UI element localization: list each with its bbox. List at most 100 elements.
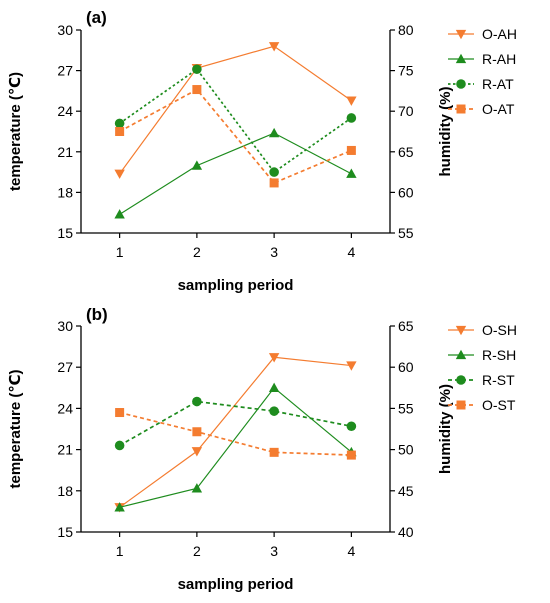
x-tick-label: 1	[116, 543, 124, 559]
legend-item-r-ah: R-AH	[448, 51, 516, 67]
right-y-tick-label: 60	[398, 359, 414, 375]
legend-label: O-AT	[482, 101, 515, 117]
panel-label: (b)	[86, 305, 108, 324]
left-y-tick-label: 18	[57, 184, 73, 200]
data-point-o-st	[346, 450, 356, 460]
legend-marker	[455, 53, 467, 64]
series-line-r-ah	[119, 132, 352, 215]
left-y-tick-label: 21	[57, 144, 73, 160]
left-y-tick-label: 15	[57, 225, 73, 241]
right-y-tick-label: 50	[398, 442, 414, 458]
legend-item-o-ah: O-AH	[448, 26, 517, 42]
data-point-o-at	[269, 178, 279, 188]
data-point-o-ah	[268, 42, 280, 52]
left-y-tick-label: 27	[57, 359, 73, 375]
series-r-st	[114, 396, 357, 451]
x-tick-label: 2	[193, 244, 201, 260]
series-r-sh	[114, 382, 357, 512]
x-tick-label: 3	[270, 244, 278, 260]
data-point-r-sh	[114, 502, 125, 512]
legend-item-o-sh: O-SH	[448, 322, 517, 338]
legend-marker	[456, 79, 466, 89]
x-tick-label: 4	[347, 543, 355, 559]
legend-marker	[455, 29, 467, 40]
legend-marker	[456, 104, 466, 114]
legend-item-r-at: R-AT	[448, 76, 514, 92]
right-y-axis-title: humidity (%)	[437, 87, 454, 177]
right-y-tick-label: 40	[398, 524, 414, 540]
right-y-tick-label: 75	[398, 63, 414, 79]
right-y-tick-label: 80	[398, 22, 414, 38]
right-y-tick-label: 65	[398, 318, 414, 334]
data-point-r-st	[192, 396, 202, 407]
legend-label: R-SH	[482, 347, 516, 363]
legend-item-r-sh: R-SH	[448, 347, 516, 363]
legend-label: R-AT	[482, 76, 514, 92]
data-point-o-sh	[268, 353, 280, 363]
right-y-tick-label: 65	[398, 144, 414, 160]
series-o-at	[115, 85, 356, 188]
series-line-r-st	[119, 400, 352, 447]
chart-panel-a: 15 18 21 24 27 30 55 60 65 70 75 80 1 2 3 4 sampling per…	[7, 8, 517, 294]
data-point-o-st	[269, 447, 279, 457]
left-y-tick-label: 21	[57, 442, 73, 458]
legend-label: O-SH	[482, 322, 517, 338]
left-y-tick-label: 30	[57, 22, 73, 38]
data-point-o-at	[346, 145, 356, 155]
series-r-at	[114, 64, 357, 177]
data-point-r-ah	[114, 209, 125, 219]
legend-marker	[455, 325, 467, 336]
legend-item-o-st: O-ST	[448, 397, 516, 413]
right-y-axis-title: humidity (%)	[437, 384, 454, 474]
right-y-tick-label: 55	[398, 400, 414, 416]
left-y-axis-title: temperature (℃)	[7, 72, 24, 191]
series-o-sh	[114, 353, 357, 513]
data-point-o-sh	[346, 361, 357, 371]
x-tick-label: 2	[193, 543, 201, 559]
series-line-o-ah	[119, 45, 352, 175]
data-point-r-at	[269, 167, 279, 177]
x-tick-label: 3	[270, 543, 278, 559]
right-y-tick-label: 60	[398, 184, 414, 200]
data-point-r-ah	[268, 127, 280, 138]
data-point-r-at	[192, 64, 202, 75]
data-point-r-st	[269, 406, 279, 416]
x-tick-label: 1	[116, 244, 124, 260]
right-y-tick-label: 45	[398, 483, 414, 499]
data-point-r-sh	[191, 483, 203, 493]
data-point-r-ah	[191, 160, 203, 170]
data-point-o-ah	[346, 96, 357, 106]
legend-marker	[455, 349, 467, 360]
legend-label: O-ST	[482, 397, 516, 413]
legend-marker	[456, 400, 466, 410]
panel-label: (a)	[86, 8, 107, 27]
data-point-o-sh	[191, 447, 203, 457]
series-line-o-sh	[119, 356, 352, 508]
series-o-st	[115, 408, 356, 460]
right-y-tick-label: 55	[398, 225, 414, 241]
series-o-ah	[114, 42, 357, 179]
series-line-o-at	[119, 88, 352, 184]
series-line-o-st	[119, 411, 352, 456]
data-point-r-sh	[268, 382, 280, 392]
legend-label: O-AH	[482, 26, 517, 42]
x-axis-title: sampling period	[178, 277, 294, 294]
data-point-r-at	[346, 113, 357, 123]
left-y-tick-label: 30	[57, 318, 73, 334]
data-point-r-ah	[346, 168, 357, 178]
chart-panel-b: 15 18 21 24 27 30 40 45 50 55 60 65 1 2 3 4 sampling per…	[7, 305, 517, 593]
right-y-tick-label: 70	[398, 103, 414, 119]
left-y-tick-label: 15	[57, 524, 73, 540]
left-y-axis-title: temperature (℃)	[7, 369, 24, 488]
data-point-o-at	[192, 85, 202, 95]
data-point-o-at	[115, 127, 125, 136]
left-y-tick-label: 27	[57, 63, 73, 79]
series-line-r-at	[119, 68, 352, 174]
series-r-ah	[114, 127, 357, 219]
data-point-r-st	[346, 421, 357, 432]
series-line-r-sh	[119, 386, 352, 508]
legend-label: R-AH	[482, 51, 516, 67]
legend-item-o-at: O-AT	[448, 101, 515, 117]
